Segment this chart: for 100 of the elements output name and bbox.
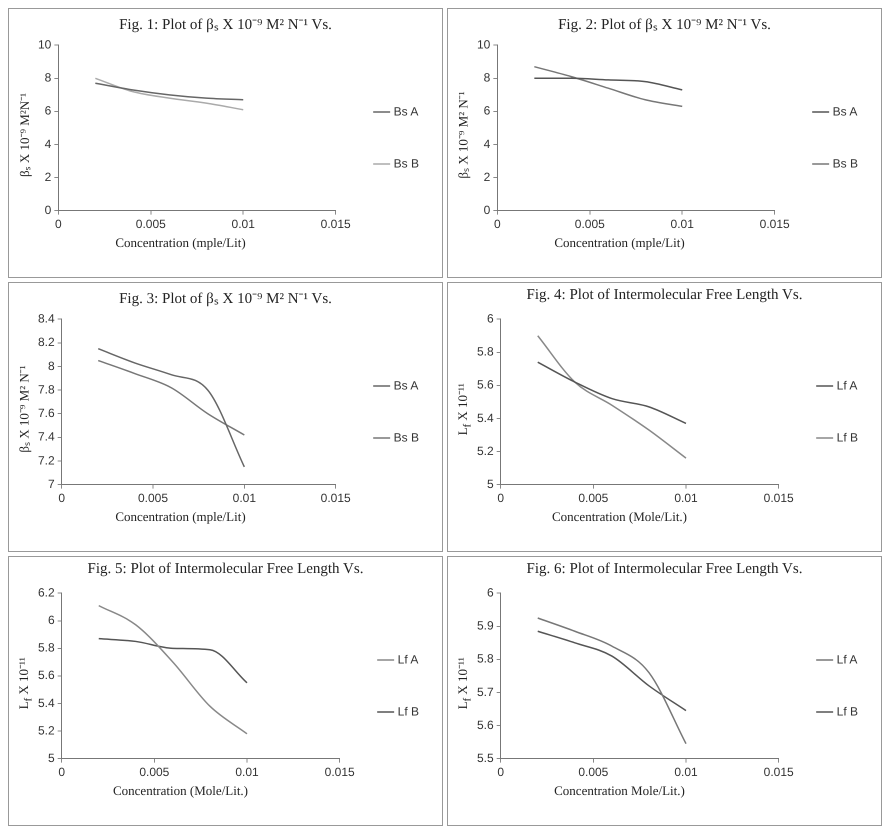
x-tick-label: 0.005: [574, 217, 606, 232]
line-series: [97, 348, 246, 468]
x-tick-label: 0.01: [674, 765, 698, 780]
legend-label: Bs B: [832, 156, 858, 170]
x-tick-label: 0.005: [578, 491, 609, 506]
chart-title: Fig. 6: Plot of Intermolecular Free Length Vs.: [526, 561, 804, 579]
x-tick-label: 0.01: [232, 491, 256, 506]
line-series: [97, 360, 246, 436]
x-tick-label: 0: [58, 491, 66, 506]
legend-label: Lf B: [398, 704, 420, 718]
chart-title: Fig. 3: Plot of βₛ X 10⁻⁹ M² N⁻¹ Vs.: [118, 290, 333, 309]
x-tick-label: 0.015: [320, 217, 351, 232]
x-axis-title: Concentration (mple/Lit): [553, 235, 686, 251]
y-tick-label: 5.8: [476, 652, 494, 666]
y-axis-title: βₛ X 10⁻⁹ M² N⁻¹: [16, 365, 33, 453]
y-tick-label: 7: [48, 476, 55, 491]
y-tick-label: 5.6: [476, 378, 494, 392]
line-series: [536, 334, 687, 459]
y-tick-label: 5: [48, 750, 55, 765]
y-tick-label: 6.2: [38, 586, 55, 600]
legend-label: Bs A: [832, 104, 858, 118]
y-tick-label: 0: [484, 202, 491, 217]
x-tick-label: 0: [497, 491, 504, 506]
y-tick-label: 5.9: [476, 618, 494, 633]
y-tick-label: 2: [484, 170, 491, 184]
y-tick-label: 5.2: [476, 444, 494, 458]
x-tick-label: 0.015: [760, 217, 790, 232]
y-tick-label: 6: [48, 613, 55, 628]
y-tick-label: 8: [484, 70, 491, 85]
y-tick-label: 0: [44, 202, 52, 217]
line-series: [536, 617, 687, 744]
y-axis-title: βₛ X 10⁻⁹ M²N⁻¹: [16, 92, 33, 178]
x-tick-label: 0.01: [670, 217, 694, 232]
legend-label: Bs B: [394, 156, 419, 170]
y-tick-label: 8: [48, 358, 55, 373]
y-tick-label: 6: [486, 586, 494, 600]
y-tick-label: 5.5: [476, 750, 494, 765]
line-series: [94, 82, 244, 101]
x-tick-label: 0.005: [136, 217, 166, 232]
x-tick-label: 0.005: [138, 491, 168, 506]
chart-title: Fig. 5: Plot of Intermolecular Free Length Vs.: [86, 561, 364, 579]
x-tick-label: 0.005: [139, 765, 170, 780]
y-tick-label: 5.4: [476, 410, 494, 425]
y-tick-label: 8: [44, 70, 52, 85]
x-tick-label: 0.015: [324, 765, 355, 780]
y-tick-label: 5: [486, 476, 494, 491]
x-tick-label: 0: [497, 765, 504, 780]
line-series: [98, 604, 248, 735]
x-tick-label: 0.01: [674, 491, 698, 506]
x-axis-title: Concentration Mole/Lit.): [553, 783, 686, 799]
legend-label: Lf B: [836, 704, 858, 718]
y-tick-label: 5.6: [476, 718, 494, 732]
y-tick-label: 7.8: [38, 382, 55, 396]
line-series: [536, 630, 687, 712]
y-tick-label: 2: [44, 170, 52, 184]
chart-title: Fig. 1: Plot of βₛ X 10⁻⁹ M² N⁻¹ Vs.: [118, 16, 333, 35]
y-tick-label: 6: [484, 104, 491, 118]
y-axis-title: βₛ X 10⁻⁹ M² N⁻¹: [455, 91, 472, 179]
y-tick-label: 7.2: [38, 453, 55, 468]
x-tick-label: 0.01: [232, 217, 256, 232]
line-series: [94, 78, 244, 110]
y-tick-label: 7.4: [38, 430, 55, 444]
legend-label: Lf A: [398, 652, 418, 666]
y-tick-label: 6: [486, 312, 494, 326]
x-tick-label: 0.005: [578, 765, 609, 780]
legend-label: Bs B: [394, 430, 419, 444]
y-tick-label: 5.6: [38, 668, 55, 682]
x-tick-label: 0.01: [235, 765, 259, 780]
line-series: [98, 638, 248, 684]
y-tick-label: 8.2: [38, 335, 55, 350]
line-series: [534, 66, 683, 108]
x-axis-title: Concentration (Mole/Lit.): [550, 509, 688, 525]
x-tick-label: 0.015: [320, 491, 351, 506]
x-axis-title: Concentration (Mole/Lit.): [112, 783, 250, 799]
y-tick-label: 4: [44, 136, 52, 151]
chart-title: Fig. 2: Plot of βₛ X 10⁻⁹ M² N⁻¹ Vs.: [557, 16, 772, 35]
y-tick-label: 8.4: [38, 312, 55, 326]
legend-label: Bs A: [394, 104, 418, 118]
y-tick-label: 5.2: [38, 723, 55, 738]
x-axis-title: Concentration (mple/Lit): [114, 235, 247, 251]
y-tick-label: 5.8: [38, 640, 55, 655]
legend-label: Lf A: [836, 378, 858, 392]
line-series: [536, 361, 687, 424]
y-tick-label: 10: [38, 38, 52, 52]
legend-label: Lf A: [836, 652, 858, 666]
x-tick-label: 0.015: [764, 491, 794, 506]
legend-label: Lf B: [836, 430, 858, 444]
y-tick-label: 7.6: [38, 406, 55, 420]
y-tick-label: 5.7: [476, 684, 494, 699]
x-tick-label: 0: [58, 765, 66, 780]
y-tick-label: 5.8: [476, 344, 494, 359]
line-series: [534, 78, 683, 91]
y-tick-label: 5.4: [38, 696, 55, 710]
x-axis-title: Concentration (mple/Lit): [114, 509, 247, 525]
y-tick-label: 4: [484, 136, 491, 151]
x-tick-label: 0.015: [764, 765, 794, 780]
chart-title: Fig. 4: Plot of Intermolecular Free Length Vs.: [526, 287, 804, 305]
legend-label: Bs A: [394, 378, 418, 392]
y-tick-label: 6: [44, 104, 52, 118]
y-tick-label: 10: [476, 38, 491, 52]
